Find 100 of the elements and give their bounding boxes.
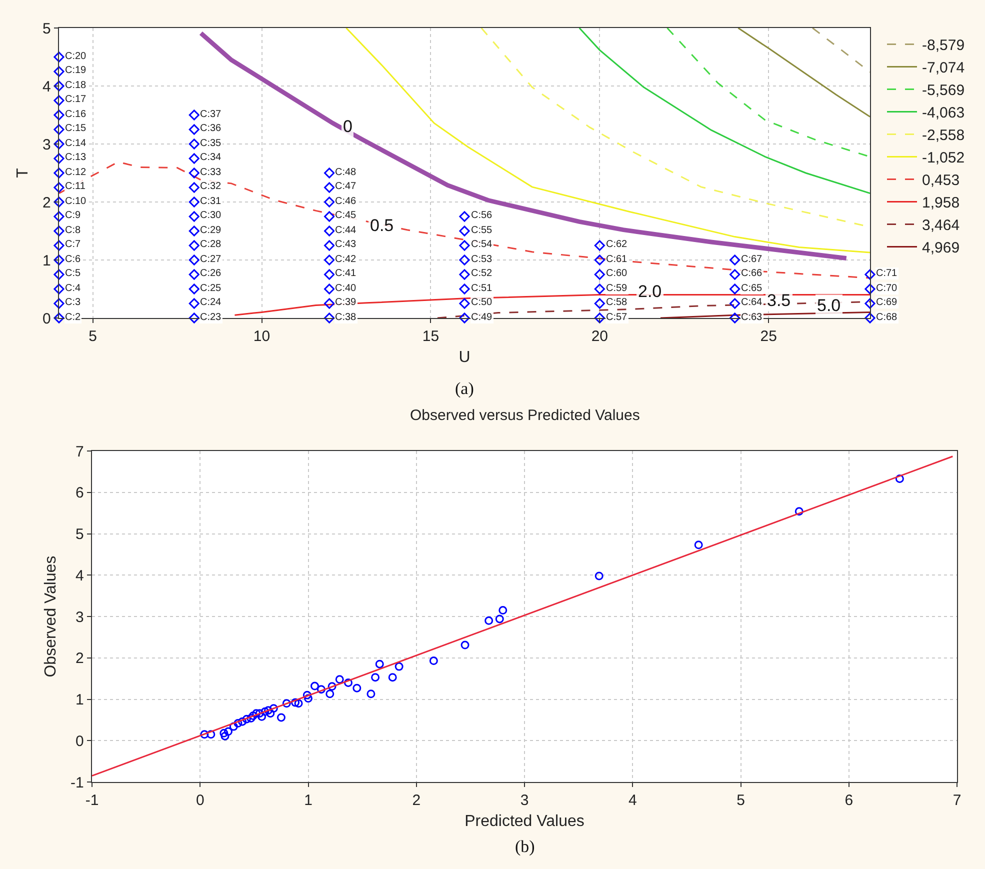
annotation: C:59: [606, 283, 628, 294]
y-tick-label: 4: [76, 567, 84, 584]
x-tick-label: 20: [591, 328, 608, 346]
y-tick-label: 1: [42, 252, 51, 270]
annotation: C:53: [471, 254, 493, 265]
annotation: C:46: [335, 196, 357, 207]
annotation: C:65: [741, 283, 763, 294]
legend-label: -5,569: [922, 82, 965, 100]
x-tick-label: 25: [760, 328, 777, 346]
legend-label: -8,579: [922, 37, 965, 54]
annotation: C:25: [200, 283, 222, 294]
y-tick-label: 0: [42, 310, 51, 328]
line-series: [666, 28, 870, 158]
annotation: C:58: [606, 297, 628, 308]
point: [258, 712, 266, 721]
y-tick-label: 3: [42, 136, 51, 154]
y-tick-label: 5: [42, 20, 51, 38]
annotation: C:13: [65, 152, 87, 163]
legend-label: -2,558: [922, 127, 965, 144]
point: [246, 714, 256, 723]
annotation: C:24: [200, 297, 222, 308]
point: [264, 706, 272, 715]
x-tick-label: 3: [520, 792, 529, 810]
annotation: C:29: [200, 225, 222, 236]
point: [220, 728, 228, 738]
point: [429, 656, 438, 666]
line-series: [737, 28, 870, 118]
annotation: C:38: [335, 312, 357, 323]
point: [229, 722, 238, 731]
y-tick-label: 2: [42, 194, 51, 212]
point: [242, 714, 251, 724]
y-tick-label: 3: [76, 608, 84, 626]
annotation: C:47: [335, 181, 357, 192]
annotation: C:8: [65, 225, 81, 236]
annotation: C:9: [65, 210, 81, 221]
y-tick-label: 5: [76, 526, 84, 543]
annotation: C:31: [200, 196, 222, 207]
legend-label: -1,052: [922, 150, 965, 167]
legend-label: 3,464: [922, 217, 960, 234]
annotation: C:39: [335, 297, 357, 308]
annotation: C:55: [471, 225, 493, 236]
x-tick-label: 6: [844, 792, 854, 810]
annotation: C:12: [65, 167, 87, 178]
annotation: C:64: [741, 297, 763, 308]
annotation: 0: [343, 117, 352, 136]
legend-label: 0,453: [922, 172, 960, 190]
point: [200, 730, 209, 739]
annotation: C:57: [606, 312, 628, 323]
annotation: C:10: [65, 196, 87, 207]
y-tick-label: -1: [70, 774, 84, 792]
x-tick-label: 5: [88, 328, 97, 346]
line-series: [198, 30, 849, 261]
point: [352, 684, 362, 692]
y-tick-label: 7: [76, 443, 84, 460]
annotation: C:17: [65, 94, 87, 105]
y-tick-label: 0: [76, 732, 84, 750]
annotation: C:35: [200, 138, 222, 149]
annotation: C:63: [741, 312, 763, 323]
x-tick-label: 1: [304, 792, 312, 810]
annotation: C:52: [471, 268, 493, 279]
point: [366, 690, 376, 698]
legend-label: -7,074: [922, 60, 965, 77]
text: (a): [455, 379, 474, 398]
annotation: C:7: [65, 239, 81, 250]
legend-label: 1,958: [922, 194, 960, 212]
point: [326, 690, 334, 698]
point: [498, 606, 508, 615]
annotation: C:43: [335, 239, 357, 250]
x-tick-label: 15: [422, 328, 440, 346]
point: [694, 540, 703, 550]
point: [302, 690, 312, 700]
annotation: C:44: [335, 225, 357, 236]
annotation: C:71: [876, 268, 898, 279]
annotation: C:66: [741, 268, 763, 279]
annotation: C:33: [200, 167, 222, 178]
point: [388, 673, 397, 682]
annotation: C:67: [741, 254, 763, 265]
annotation: C:28: [200, 239, 222, 250]
point: [895, 474, 904, 483]
annotation: C:68: [876, 312, 898, 323]
x-tick-label: 2: [412, 792, 421, 810]
annotation: C:42: [335, 254, 357, 265]
annotation: C:36: [200, 123, 222, 134]
annotation: C:49: [471, 312, 493, 323]
annotation: C:61: [606, 254, 628, 265]
point: [276, 713, 286, 722]
annotation: C:26: [200, 268, 222, 279]
point: [316, 685, 326, 694]
x-tick-label: 0: [196, 792, 204, 810]
point: [394, 662, 404, 671]
x-tick-label: 4: [628, 792, 637, 810]
annotation: C:5: [65, 268, 81, 279]
point: [238, 717, 247, 726]
line-series: [578, 28, 870, 194]
annotation: C:6: [65, 254, 81, 265]
y-tick-label: 6: [76, 484, 84, 502]
point: [248, 712, 258, 720]
x-tick-label: 10: [253, 328, 270, 346]
annotation: C:20: [65, 51, 87, 62]
text: (b): [515, 837, 535, 856]
